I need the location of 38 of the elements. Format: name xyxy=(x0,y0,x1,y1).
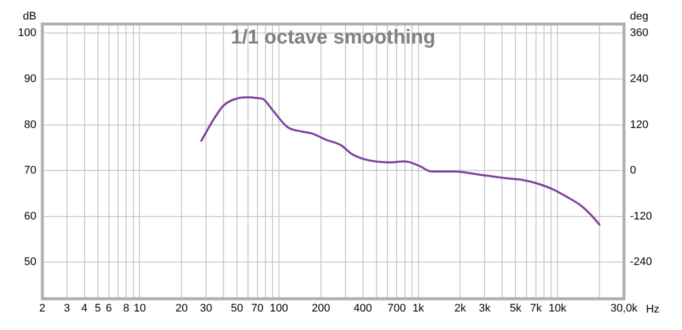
x-tick-label: 30,0k xyxy=(610,302,638,314)
x-tick-label: 50 xyxy=(230,302,244,314)
y2-tick-label: -120 xyxy=(630,210,652,222)
x-tick-label: 5k xyxy=(510,302,522,314)
x-tick-label: 10 xyxy=(134,302,146,314)
y-tick-label: 70 xyxy=(24,164,36,177)
y-tick-label: 80 xyxy=(24,118,36,131)
x-tick-label: 8 xyxy=(123,302,130,314)
y-tick-label: 60 xyxy=(24,210,36,222)
y-tick-label: 100 xyxy=(18,27,36,40)
x-tick-label: 3k xyxy=(478,302,492,314)
x-tick-label: 700 xyxy=(388,302,406,314)
y2-tick-label: 240 xyxy=(630,72,648,85)
x-tick-label: 7k xyxy=(530,302,542,314)
x-tick-label: 4 xyxy=(81,302,88,314)
x-tick-label: 30 xyxy=(200,302,212,314)
x-tick-label: 2k xyxy=(454,302,466,314)
x-axis-title: Hz xyxy=(646,303,660,316)
x-tick-label: 100 xyxy=(270,302,288,314)
y2-tick-label: 0 xyxy=(630,164,636,177)
x-tick-label: 400 xyxy=(354,302,372,314)
x-tick-label: 6 xyxy=(106,302,112,314)
y-axis-title: dB xyxy=(22,10,36,23)
x-tick-label: 70 xyxy=(251,302,264,314)
x-tick-label: 200 xyxy=(312,302,330,314)
y2-tick-label: -240 xyxy=(630,256,652,268)
x-tick-label: 3 xyxy=(64,302,70,314)
x-tick-label: 2 xyxy=(39,302,46,314)
y-tick-label: 50 xyxy=(24,256,36,268)
x-tick-label: 1k xyxy=(412,302,425,314)
x-tick-label: 5 xyxy=(94,302,101,314)
x-tick-label: 20 xyxy=(176,302,188,314)
chart-title: 1/1 octave smoothing xyxy=(230,26,436,49)
y2-tick-label: 360 xyxy=(630,27,648,40)
y2-tick-label: 120 xyxy=(630,118,648,131)
y-tick-label: 90 xyxy=(24,72,36,85)
x-tick-label: 10k xyxy=(548,302,567,314)
y2-axis-title: deg xyxy=(630,10,648,23)
